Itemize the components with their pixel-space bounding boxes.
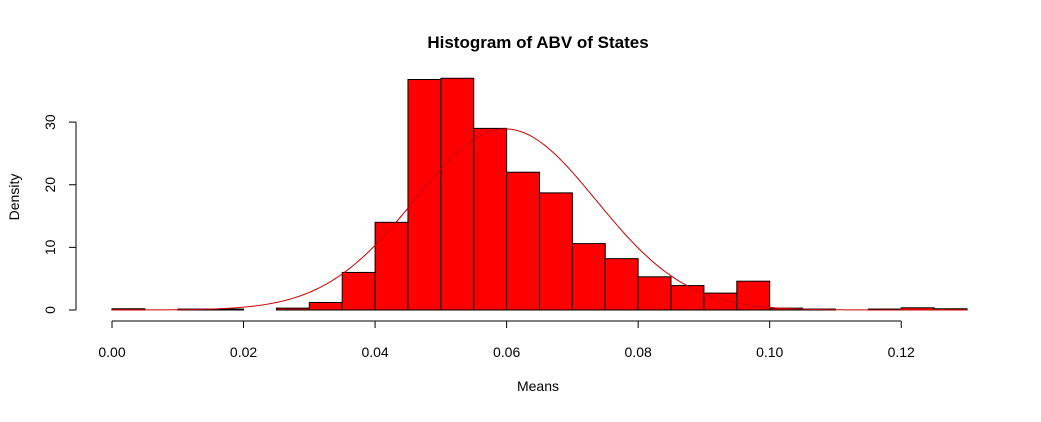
histogram-bar-17	[670, 285, 705, 311]
chart-title: Histogram of ABV of States	[427, 33, 648, 52]
x-tick-label: 0.10	[756, 344, 783, 360]
histogram-bar-12	[506, 171, 540, 311]
x-tick-label: 0.08	[625, 344, 652, 360]
y-tick-label: 10	[42, 239, 58, 255]
y-tick-label: 30	[42, 114, 58, 130]
histogram-bar-7	[341, 271, 376, 311]
histogram-bar-11	[473, 127, 508, 311]
x-axis: 0.00 0.02 0.04 0.06 0.08 0.10 0.12	[98, 320, 915, 360]
histogram-bar-15	[604, 258, 639, 311]
x-tick-label: 0.04	[361, 344, 388, 360]
histogram-bar-5	[275, 307, 310, 311]
y-tick-label: 0	[42, 306, 58, 314]
x-tick-label: 0.12	[888, 344, 915, 360]
curve-layer	[112, 128, 967, 311]
x-tick-label: 0.06	[493, 344, 520, 360]
bars-layer	[111, 77, 968, 311]
histogram-bar-10	[440, 77, 475, 311]
histogram-bar-6	[308, 301, 343, 311]
x-tick-label: 0.00	[98, 344, 125, 360]
y-tick-label: 20	[42, 177, 58, 193]
y-axis: 0 10 20 30	[42, 114, 77, 314]
x-tick-label: 0.02	[230, 344, 257, 360]
histogram-bar-9	[407, 79, 442, 311]
normal-density-curve	[112, 128, 967, 311]
y-axis-label: Density	[6, 174, 22, 221]
histogram-bar-14	[571, 243, 606, 311]
histogram-bar-13	[539, 192, 573, 311]
histogram-bar-8	[374, 221, 409, 311]
x-axis-label: Means	[517, 378, 559, 394]
histogram-bar-16	[637, 276, 672, 311]
